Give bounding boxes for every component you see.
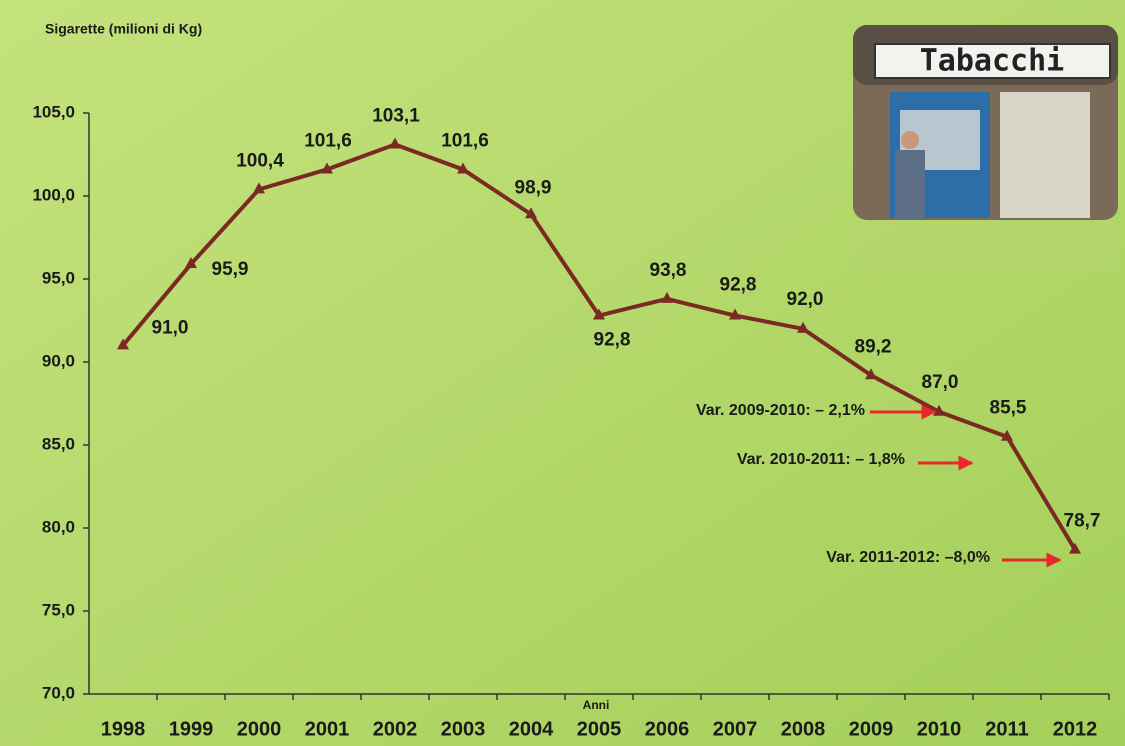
data-label: 91,0 [152, 317, 189, 338]
y-tick-label: 85,0 [42, 434, 75, 453]
data-label: 92,8 [594, 330, 631, 351]
y-tick-label: 100,0 [32, 185, 75, 204]
annotation: Var. 2010-2011: – 1,8% [737, 451, 905, 468]
data-label: 101,6 [304, 130, 352, 151]
x-tick-label: 2003 [441, 718, 486, 740]
data-label: 100,4 [236, 150, 284, 171]
data-label: 92,8 [720, 275, 757, 296]
y-tick-label: 90,0 [42, 351, 75, 370]
x-tick-label: 2009 [849, 718, 894, 740]
x-tick-label: 2000 [237, 718, 282, 740]
x-tick-label: 2001 [305, 718, 350, 740]
y-tick-label: 95,0 [42, 268, 75, 287]
y-tick-label: 105,0 [32, 102, 75, 121]
data-label: 93,8 [650, 260, 687, 281]
x-tick-label: 2012 [1053, 718, 1098, 740]
annotation: Var. 2009-2010: – 2,1% [696, 402, 865, 419]
data-label: 87,0 [922, 372, 959, 393]
photo-sign: Tabacchi [920, 44, 1065, 79]
annotation: Var. 2011-2012: –8,0% [826, 549, 990, 566]
data-label: 101,6 [441, 130, 489, 151]
x-tick-label: 1998 [101, 718, 146, 740]
x-tick-label: 2011 [985, 718, 1028, 740]
x-tick-label: 2004 [509, 718, 554, 740]
y-tick-label: 70,0 [42, 683, 75, 702]
data-label: 92,0 [787, 289, 824, 310]
x-tick-label: 2010 [917, 718, 962, 740]
x-tick-label: 2007 [713, 718, 758, 740]
data-label: 95,9 [212, 259, 249, 280]
x-tick-label: 2005 [577, 718, 622, 740]
data-label: 89,2 [855, 336, 892, 357]
data-label: 103,1 [372, 106, 420, 127]
y-axis-label: Sigarette (milioni di Kg) [45, 21, 202, 37]
data-label: 78,7 [1064, 511, 1101, 532]
x-tick-label: 2008 [781, 718, 826, 740]
x-tick-label: 1999 [169, 718, 214, 740]
data-label: 98,9 [515, 177, 552, 198]
data-label: 85,5 [990, 398, 1027, 419]
chart: Tabacchi Sigarette (milioni di Kg) Anni … [0, 0, 1125, 746]
y-tick-label: 75,0 [42, 600, 75, 619]
y-tick-label: 80,0 [42, 517, 75, 536]
x-axis-label: Anni [583, 698, 610, 712]
photo: Tabacchi [853, 25, 1118, 270]
x-tick-label: 2006 [645, 718, 690, 740]
x-tick-label: 2002 [373, 718, 418, 740]
